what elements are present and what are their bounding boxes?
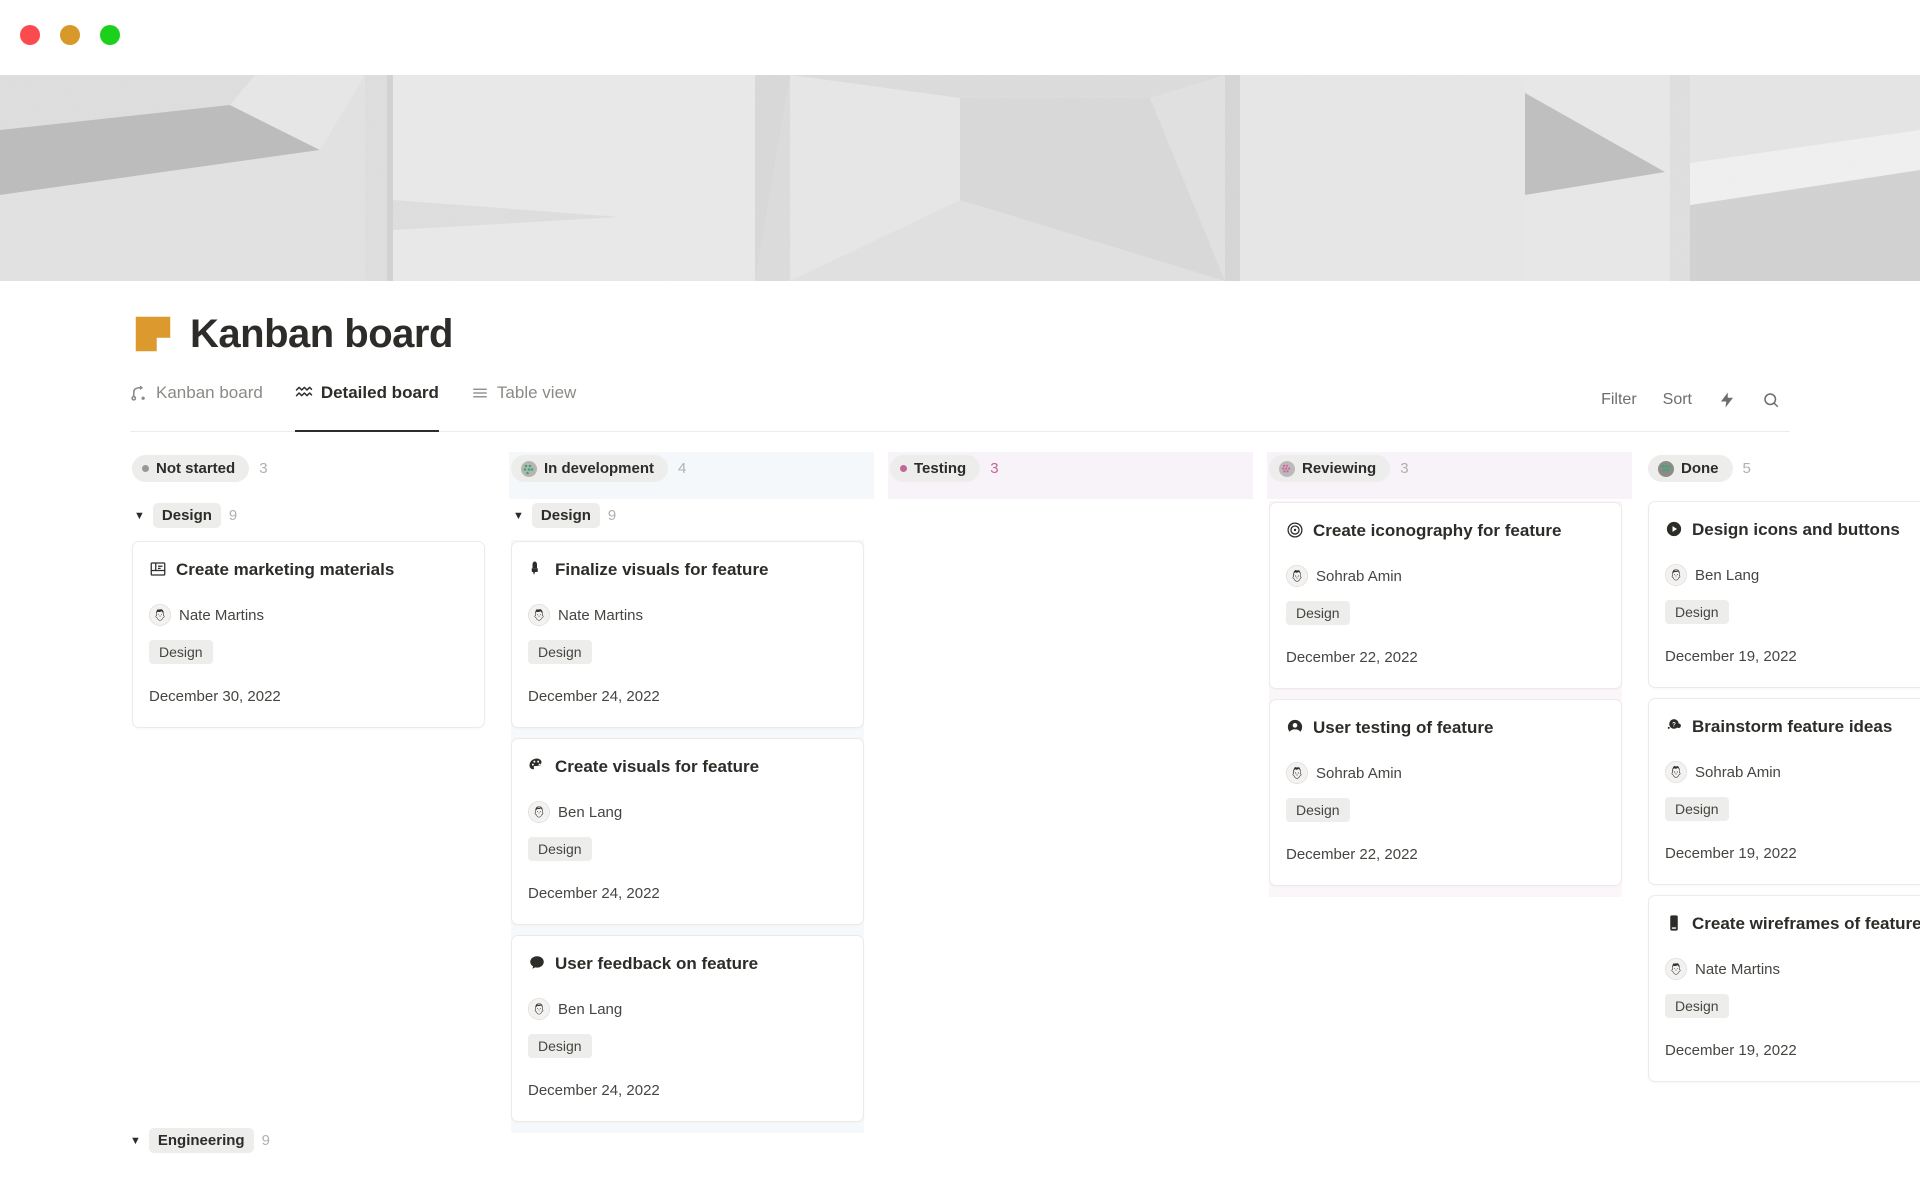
svg-text:?: ? bbox=[1672, 723, 1676, 729]
